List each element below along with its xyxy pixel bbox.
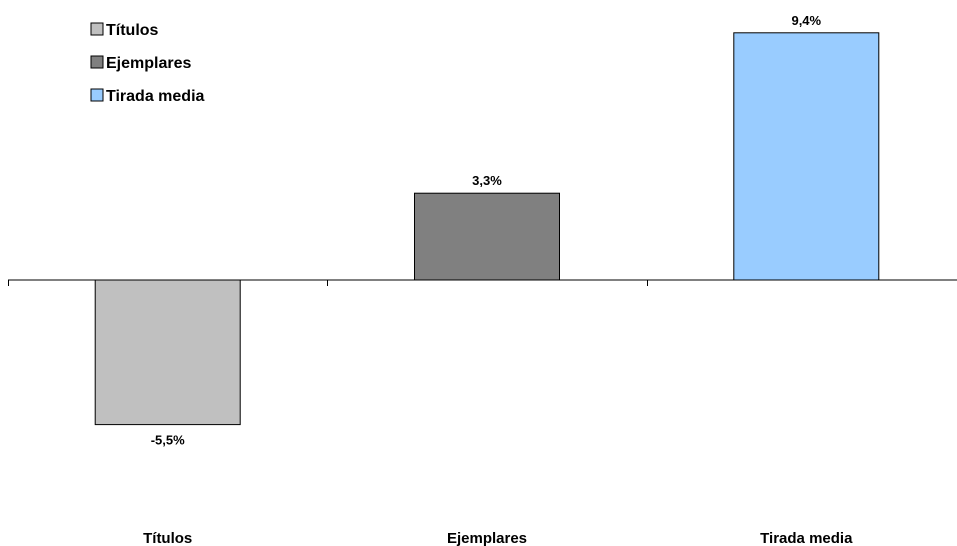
legend-swatch	[90, 55, 104, 69]
bar-0	[94, 279, 241, 426]
legend-swatch	[90, 88, 104, 102]
legend-label: Tirada media	[106, 88, 205, 105]
category-label: Títulos	[143, 530, 192, 546]
bar-value-label: 9,4%	[791, 13, 821, 28]
category-label: Ejemplares	[447, 530, 527, 546]
bar-1	[414, 192, 560, 281]
legend-swatch	[90, 22, 104, 36]
bar-value-label: 3,3%	[472, 173, 502, 188]
legend-label: Títulos	[106, 22, 159, 39]
bar-value-label: -5,5%	[151, 433, 185, 448]
legend: Títulos Ejemplares Tirada media	[90, 22, 205, 105]
legend-label: Ejemplares	[106, 55, 191, 72]
bars-group: -5,5% 3,3% 9,4%	[94, 13, 880, 448]
bar-2	[733, 32, 880, 281]
category-label: Tirada media	[760, 530, 853, 546]
